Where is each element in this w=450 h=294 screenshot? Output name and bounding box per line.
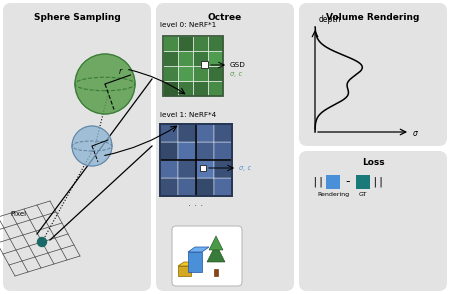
Text: Rendering: Rendering xyxy=(317,192,349,197)
Bar xyxy=(200,165,206,171)
Text: r: r xyxy=(118,68,122,76)
Text: σ, c: σ, c xyxy=(239,165,251,171)
Text: · · ·: · · · xyxy=(189,201,203,211)
Bar xyxy=(178,36,193,51)
Bar xyxy=(208,36,223,51)
Circle shape xyxy=(72,126,112,166)
Bar xyxy=(178,81,193,96)
Polygon shape xyxy=(178,262,197,266)
Bar xyxy=(160,142,178,160)
Polygon shape xyxy=(188,247,209,252)
Text: ||: || xyxy=(371,177,385,187)
Bar xyxy=(178,124,196,142)
Bar xyxy=(214,142,232,160)
Bar xyxy=(178,142,196,160)
Bar xyxy=(214,124,232,142)
Polygon shape xyxy=(209,236,223,250)
Bar xyxy=(201,61,208,68)
Text: σ: σ xyxy=(413,128,418,138)
Bar xyxy=(208,66,223,81)
FancyBboxPatch shape xyxy=(299,151,447,291)
Text: Volume Rendering: Volume Rendering xyxy=(326,13,420,22)
Bar xyxy=(160,160,178,178)
Bar xyxy=(160,124,178,142)
Circle shape xyxy=(75,54,135,114)
Bar xyxy=(163,36,223,96)
Bar xyxy=(193,36,208,51)
Text: GSD: GSD xyxy=(230,62,246,68)
FancyBboxPatch shape xyxy=(299,3,447,146)
Bar xyxy=(208,51,223,66)
Bar xyxy=(193,51,208,66)
Bar xyxy=(193,81,208,96)
FancyBboxPatch shape xyxy=(172,226,242,286)
Circle shape xyxy=(37,238,46,246)
Text: depth: depth xyxy=(319,15,342,24)
Text: -: - xyxy=(346,176,350,188)
Bar xyxy=(196,178,214,196)
Bar xyxy=(178,66,193,81)
Bar xyxy=(214,160,232,178)
Bar xyxy=(193,66,208,81)
Bar xyxy=(196,124,214,142)
Text: Loss: Loss xyxy=(362,158,384,167)
Text: σ, c: σ, c xyxy=(230,71,242,77)
Polygon shape xyxy=(207,244,225,262)
Bar xyxy=(188,252,202,272)
Text: ||: || xyxy=(311,177,325,187)
Bar xyxy=(196,160,214,178)
Bar xyxy=(178,266,191,276)
Text: level 1: NeRF*4: level 1: NeRF*4 xyxy=(160,112,216,118)
Bar xyxy=(214,178,232,196)
Text: Octree: Octree xyxy=(208,13,242,22)
Bar xyxy=(163,36,178,51)
Bar xyxy=(160,124,232,196)
Bar xyxy=(196,142,214,160)
Bar xyxy=(214,269,218,276)
FancyBboxPatch shape xyxy=(3,3,151,291)
Bar xyxy=(178,178,196,196)
Text: level 0: NeRF*1: level 0: NeRF*1 xyxy=(160,22,216,28)
Text: GT: GT xyxy=(359,192,367,197)
Bar xyxy=(178,51,193,66)
Bar xyxy=(160,178,178,196)
Bar xyxy=(178,160,196,178)
Bar xyxy=(356,175,370,189)
Bar xyxy=(326,175,340,189)
Text: Pixel: Pixel xyxy=(10,211,26,217)
Bar xyxy=(208,81,223,96)
Text: Sphere Sampling: Sphere Sampling xyxy=(34,13,121,22)
Bar xyxy=(163,66,178,81)
FancyBboxPatch shape xyxy=(156,3,294,291)
Bar xyxy=(163,51,178,66)
Bar xyxy=(163,81,178,96)
